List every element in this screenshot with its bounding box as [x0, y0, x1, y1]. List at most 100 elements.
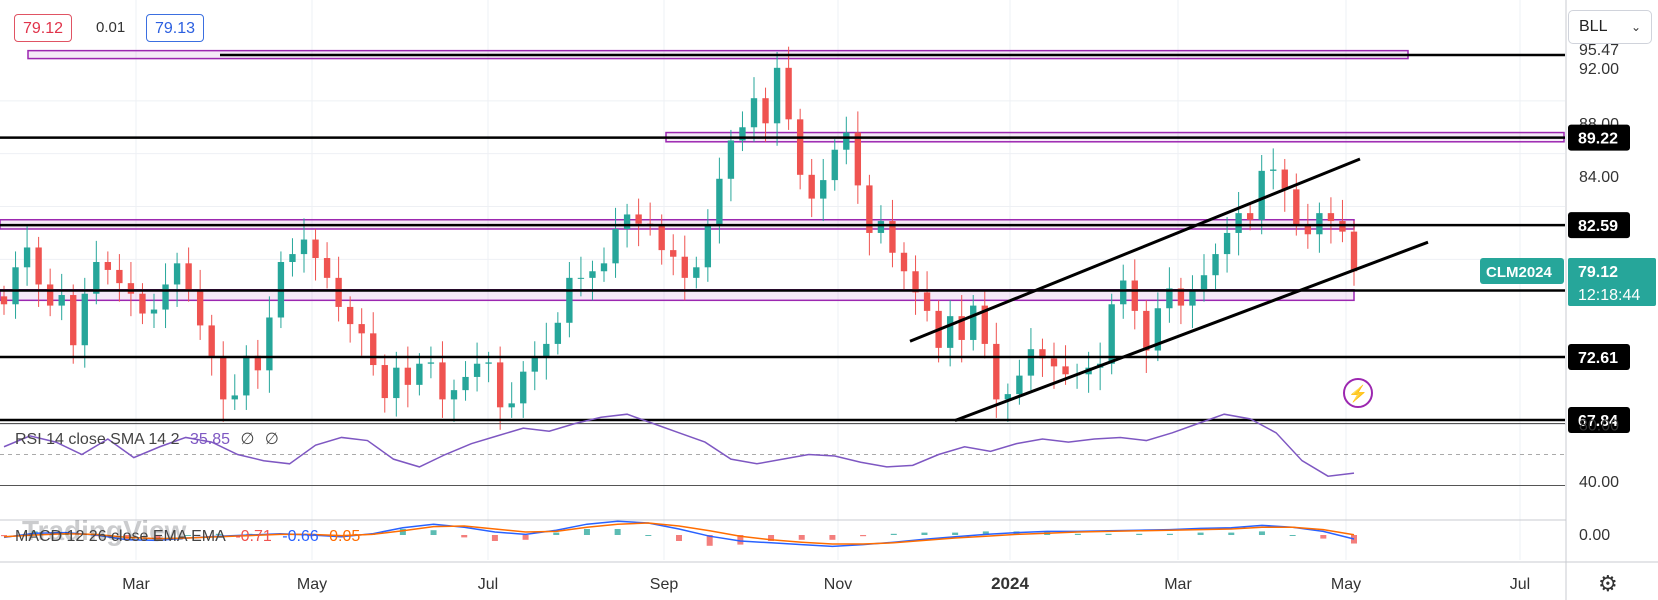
candle-body	[727, 140, 735, 179]
candle-body	[58, 295, 65, 306]
candle-body	[370, 333, 377, 366]
candle-body	[1039, 349, 1046, 359]
macd-histogram-bar	[1351, 535, 1357, 544]
candle-body	[496, 362, 504, 408]
x-tick-label: Jul	[478, 576, 498, 593]
rsi-legend-name: RSI 14 close SMA 14 2	[15, 431, 180, 448]
candle-body	[912, 271, 919, 293]
rsi-tick-label: 40.00	[1579, 474, 1619, 491]
candle-body	[450, 390, 458, 400]
macd-histogram-bar	[491, 535, 498, 541]
x-axis: Mar May Jul Sep Nov 2024 Mar May Jul	[122, 574, 1530, 593]
candle-body	[958, 316, 965, 340]
macd-histogram-bar	[430, 530, 437, 535]
candle-body	[23, 247, 31, 268]
macd-legend-name: MACD 12 26 close EMA EMA	[15, 528, 226, 545]
macd-legend-signal: 0.05	[329, 528, 360, 545]
candle-body	[150, 309, 158, 314]
candle-body	[1293, 189, 1300, 226]
macd-histogram-bar	[522, 535, 529, 540]
candle-body	[681, 256, 688, 278]
candle-body	[508, 403, 515, 408]
candle-body	[1131, 280, 1138, 311]
candle-body	[254, 355, 262, 371]
macd-histogram-bar	[952, 532, 959, 535]
candle-body	[900, 252, 908, 272]
macd-histogram-bar	[185, 535, 192, 536]
macd-histogram-bar	[399, 529, 406, 535]
rsi-legend-value: 35.85	[190, 431, 230, 448]
macd-histogram-bar	[645, 535, 652, 536]
candle-body	[670, 250, 677, 257]
macd-histogram-bar	[154, 535, 161, 539]
candle-body	[658, 225, 665, 251]
candle-body	[1223, 232, 1231, 255]
candle-body	[693, 267, 700, 278]
candle-body	[1281, 169, 1288, 190]
symbol-badge[interactable]: CLM2024	[1486, 264, 1553, 281]
candle-body	[1143, 310, 1150, 351]
candle-body	[1016, 375, 1023, 395]
macd-histogram-bar	[768, 535, 775, 541]
candle-body	[566, 277, 573, 323]
symbol-badge-bg[interactable]	[1480, 257, 1564, 284]
candlestick-series	[0, 46, 1358, 430]
ask-price[interactable]: 79.13	[146, 14, 205, 42]
candle-body	[358, 324, 365, 334]
macd-histogram-bar	[737, 535, 744, 545]
candle-body	[104, 262, 112, 270]
candle-body	[716, 178, 723, 226]
candle-body	[1304, 225, 1312, 235]
symbol-select-value: BLL	[1579, 18, 1608, 35]
macd-legend-hist: -0.71	[235, 528, 272, 545]
level-label: 89.22	[1578, 131, 1618, 148]
level-label-bg	[1568, 407, 1630, 433]
macd-histogram-bar	[553, 532, 560, 535]
x-tick-label: 2024	[991, 574, 1029, 593]
macd-histogram-bar	[1197, 532, 1204, 535]
candle-body	[946, 316, 954, 348]
candle-body	[831, 149, 838, 181]
last-price: 79.12	[1578, 264, 1618, 281]
candle-body	[1327, 213, 1335, 222]
x-tick-label: Jul	[1510, 576, 1530, 593]
macd-signal-line	[3, 522, 1355, 545]
candle-body	[220, 357, 227, 400]
candle-body	[393, 367, 400, 399]
candle-body	[843, 132, 850, 150]
candle-body	[289, 254, 296, 263]
price-tick-label: 95.47	[1579, 42, 1619, 59]
candle-body	[312, 239, 319, 259]
macd-histogram-bar	[215, 533, 222, 535]
macd-histogram-bar	[829, 535, 836, 540]
candle-body	[773, 67, 781, 124]
price-tick-label: 92.00	[1579, 61, 1619, 78]
candle-body	[623, 214, 631, 229]
candle-body	[970, 305, 977, 340]
candle-body	[81, 293, 88, 346]
candle-body	[923, 292, 931, 311]
rsi-line	[3, 413, 1355, 477]
macd-histogram-bar	[1320, 535, 1327, 539]
symbol-select[interactable]: BLL ⌄	[1568, 10, 1652, 44]
macd-histogram-bar	[921, 532, 928, 535]
countdown-timer: 12:18:44	[1578, 287, 1640, 304]
alert-button[interactable]: ⚡	[1343, 378, 1373, 408]
macd-histogram-bar	[1166, 533, 1173, 535]
candle-body	[577, 277, 585, 279]
macd-legend-macd: -0.66	[282, 528, 319, 545]
gear-icon[interactable]: ⚙	[1598, 571, 1618, 596]
candle-body	[520, 371, 527, 404]
candle-body	[1350, 231, 1358, 272]
bid-price[interactable]: 79.12	[14, 14, 73, 42]
lightning-icon[interactable]	[1343, 378, 1373, 408]
candle-body	[1120, 280, 1127, 305]
candle-body	[1177, 288, 1185, 306]
candle-body	[635, 214, 642, 224]
candle-body	[877, 221, 885, 233]
candle-body	[208, 325, 215, 358]
price-tick-label: 84.00	[1579, 169, 1619, 186]
candle-body	[1270, 169, 1277, 171]
macd-legend: MACD 12 26 close EMA EMA -0.71 -0.66 0.0…	[15, 528, 360, 545]
